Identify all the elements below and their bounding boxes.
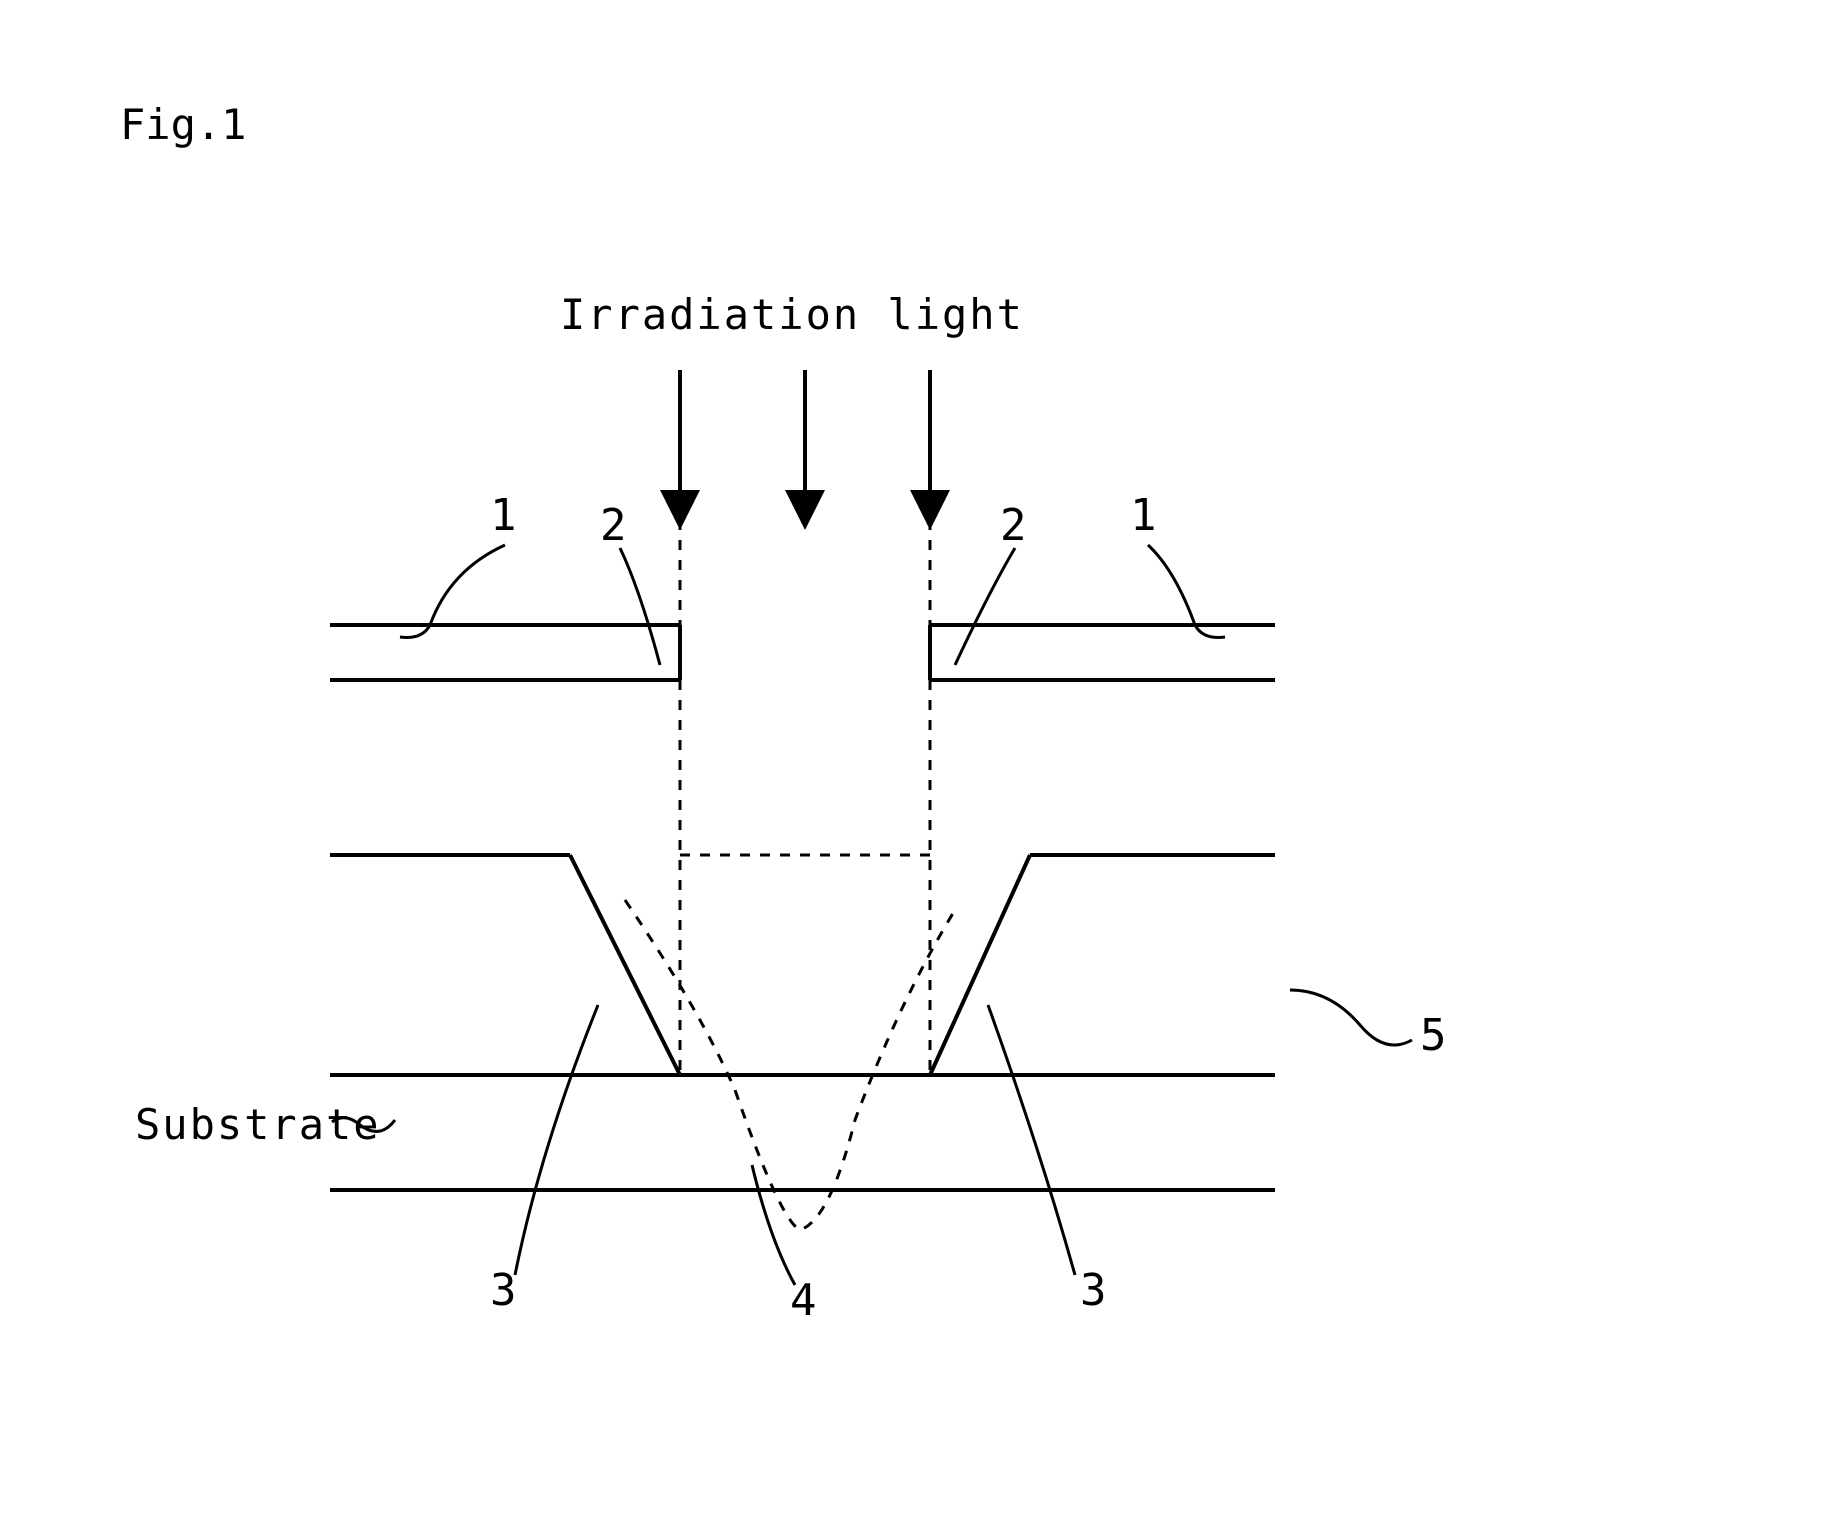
cross-section-diagram — [0, 0, 1830, 1538]
mask-layer — [330, 625, 1275, 680]
dashed-projections — [680, 520, 930, 1075]
resist-layer — [330, 855, 1275, 1075]
irradiation-arrows — [680, 370, 930, 510]
leader-lines — [332, 545, 1412, 1285]
